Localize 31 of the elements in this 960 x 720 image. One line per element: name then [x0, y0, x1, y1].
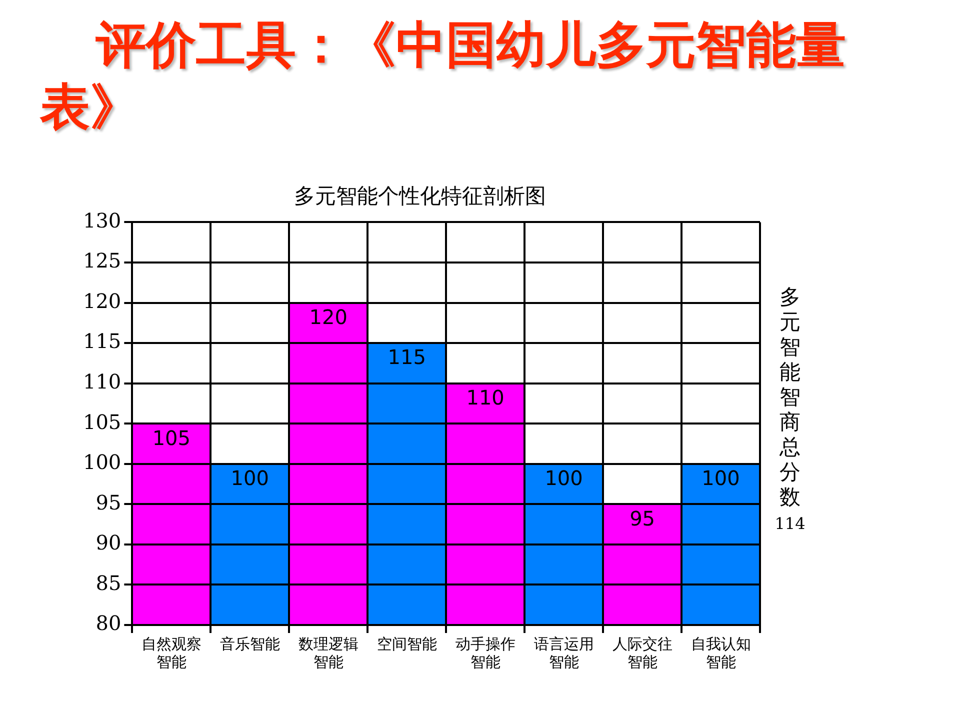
data-label: 100 [230, 466, 269, 490]
x-tick-label: 数理逻辑智能 [298, 634, 358, 671]
y-tick-label: 95 [96, 490, 122, 514]
text: 114 [774, 514, 806, 533]
text: 多元智能智商总分数 [780, 285, 800, 509]
data-label: 110 [466, 386, 504, 410]
y-tick-label: 90 [96, 530, 122, 555]
y-tick-label: 80 [96, 611, 122, 636]
y-tick-label: 115 [82, 329, 122, 354]
chart-title: 评价工具：《中国幼儿多元智能量表》 [40, 15, 847, 138]
y-tick-label: 110 [82, 370, 122, 394]
y-tick-label: 120 [82, 288, 122, 313]
data-label: 100 [544, 466, 583, 490]
data-label: 115 [388, 345, 426, 370]
x-tick-label: 音乐智能 [220, 634, 280, 653]
y-tick-label: 85 [96, 570, 122, 595]
x-tick-label: 自我认知智能 [690, 634, 751, 671]
y-tick-label: 100 [82, 450, 122, 474]
data-label: 95 [630, 506, 656, 530]
data-label: 105 [152, 426, 191, 450]
y-tick-label: 105 [82, 410, 122, 434]
x-tick-label: 语言运用智能 [534, 634, 594, 671]
data-label: 100 [702, 466, 740, 490]
data-label: 120 [309, 304, 348, 329]
x-tick-label: 自然观察智能 [141, 634, 202, 671]
chart-subtitle: 多元智能个性化特征剖析图 [294, 184, 546, 208]
x-tick-label: 动手操作智能 [455, 634, 516, 671]
x-tick-label: 人际交往智能 [612, 634, 672, 671]
x-tick-label: 空间智能 [376, 634, 437, 653]
y-tick-label: 130 [82, 208, 122, 232]
y-tick-label: 125 [82, 248, 122, 273]
